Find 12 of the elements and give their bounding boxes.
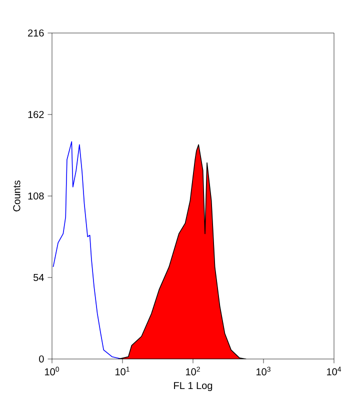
x-tick-label: 10$^{0}$ xyxy=(45,366,59,376)
x-tick-label: 10$^{2}$ xyxy=(186,366,200,376)
y-tick-label: 216 xyxy=(28,29,44,37)
x-tick-label: 10$^{4}$ xyxy=(327,366,342,376)
x-tick-label: 10$^{3}$ xyxy=(256,366,270,376)
y-tick-label: 54 xyxy=(34,274,44,281)
y-tick-label: 108 xyxy=(28,192,44,200)
y-tick-label: 162 xyxy=(28,110,44,118)
x-tick-label: 10$^{1}$ xyxy=(116,366,130,376)
y-tick-label: 0 xyxy=(39,355,44,363)
y-axis-title: Counts xyxy=(13,180,20,212)
x-axis-title: FL 1 Log xyxy=(174,382,212,392)
